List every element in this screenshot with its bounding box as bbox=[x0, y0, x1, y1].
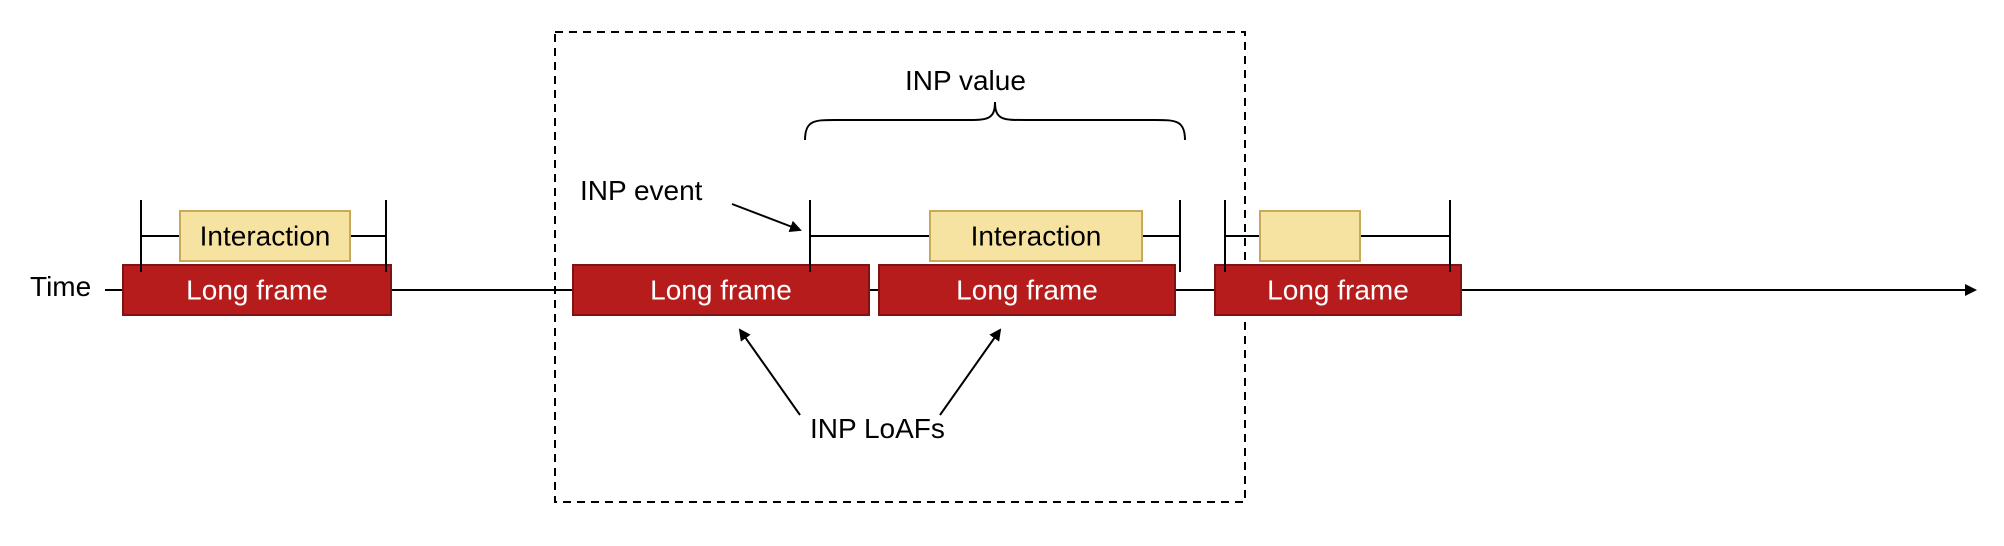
inp-value-label: INP value bbox=[905, 65, 1026, 96]
inp-loafs-arrow bbox=[940, 330, 1000, 415]
inp-event-label: INP event bbox=[580, 175, 703, 206]
timeline-diagram: Time Long frame Long frame Long frame Long f… bbox=[0, 0, 2004, 546]
long-frame-label: Long frame bbox=[956, 274, 1098, 305]
interaction-label: Interaction bbox=[971, 220, 1102, 251]
interaction-box bbox=[1260, 211, 1360, 261]
inp-loafs-arrow bbox=[740, 330, 800, 415]
interaction-label: Interaction bbox=[200, 220, 331, 251]
long-frame-label: Long frame bbox=[1267, 274, 1409, 305]
long-frame-label: Long frame bbox=[186, 274, 328, 305]
time-axis-label: Time bbox=[30, 271, 91, 302]
long-frame-label: Long frame bbox=[650, 274, 792, 305]
inp-loafs-label: INP LoAFs bbox=[810, 413, 945, 444]
inp-event-arrow bbox=[732, 204, 800, 230]
inp-value-brace bbox=[805, 102, 1185, 140]
